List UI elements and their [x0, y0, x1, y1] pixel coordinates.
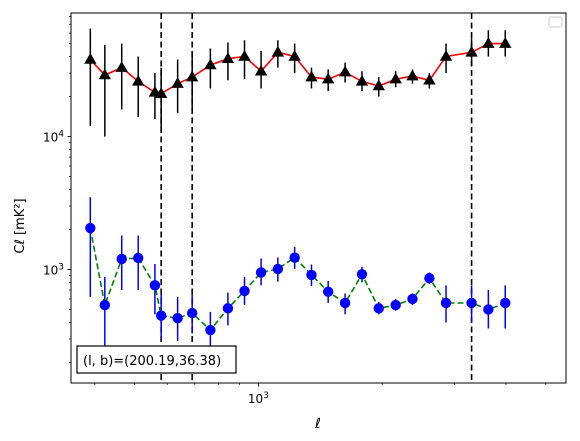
data-point-0-21 — [423, 73, 436, 85]
data-point-1-18 — [373, 303, 384, 314]
data-point-0-0 — [84, 52, 97, 64]
data-point-0-3 — [132, 74, 145, 86]
data-point-0-19 — [389, 72, 402, 84]
data-point-0-23 — [465, 45, 478, 57]
annotation-text: (l, b)=(200.19,36.38) — [83, 354, 221, 369]
data-point-1-24 — [483, 304, 494, 315]
data-point-1-0 — [85, 222, 96, 234]
data-point-0-25 — [499, 37, 512, 48]
data-point-0-12 — [271, 45, 285, 57]
data-point-0-6 — [171, 77, 184, 88]
data-point-1-13 — [289, 252, 300, 263]
data-point-0-2 — [115, 61, 128, 72]
data-point-1-4 — [149, 280, 161, 291]
data-point-0-10 — [238, 50, 251, 61]
y-axis-label: Cℓ [mK²] — [13, 198, 28, 253]
data-point-0-11 — [254, 64, 268, 76]
data-point-0-7 — [186, 70, 199, 82]
data-point-0-17 — [355, 74, 369, 86]
data-point-0-13 — [288, 50, 301, 61]
data-point-1-25 — [500, 297, 511, 309]
data-point-0-16 — [338, 65, 352, 77]
series-1 — [85, 197, 511, 355]
plot-background — [71, 13, 566, 383]
data-point-1-10 — [239, 285, 250, 297]
data-point-1-5 — [155, 310, 167, 321]
data-point-1-3 — [133, 252, 144, 264]
data-point-1-1 — [99, 299, 111, 311]
y-tick-label-0: 103 — [43, 262, 64, 277]
legend — [548, 16, 563, 28]
x-tick-label-0: 103 — [248, 391, 269, 406]
legend-box — [548, 16, 563, 28]
data-point-1-17 — [356, 269, 368, 280]
data-point-0-18 — [372, 79, 385, 91]
data-point-1-22 — [440, 297, 452, 309]
data-point-1-16 — [339, 297, 351, 309]
data-point-1-6 — [172, 313, 183, 324]
data-point-1-12 — [272, 263, 284, 275]
data-point-1-14 — [306, 269, 317, 281]
annotation-box: (l, b)=(200.19,36.38) — [76, 345, 237, 374]
data-point-1-7 — [186, 307, 198, 319]
data-point-1-15 — [322, 286, 334, 297]
data-point-0-20 — [406, 69, 419, 81]
data-point-1-2 — [116, 253, 127, 265]
data-point-1-20 — [407, 293, 418, 305]
data-point-0-14 — [305, 70, 318, 82]
series-layer — [84, 28, 512, 355]
y-tick-label-1: 104 — [43, 130, 64, 145]
plot-frame — [70, 12, 567, 384]
annotation-frame — [76, 345, 237, 374]
data-point-1-21 — [424, 272, 435, 284]
data-point-1-8 — [205, 324, 216, 336]
data-point-1-11 — [255, 267, 267, 278]
data-point-0-5 — [155, 87, 168, 98]
data-point-0-22 — [439, 50, 453, 61]
data-point-0-15 — [322, 72, 335, 84]
data-point-0-1 — [98, 68, 111, 80]
data-point-1-19 — [390, 299, 401, 311]
data-point-0-9 — [221, 52, 235, 63]
data-point-1-9 — [222, 303, 234, 314]
data-point-0-24 — [482, 37, 495, 48]
x-axis-label: ℓ — [314, 416, 321, 432]
series-0 — [84, 28, 512, 137]
data-point-1-23 — [466, 297, 477, 309]
data-point-0-8 — [204, 58, 217, 70]
